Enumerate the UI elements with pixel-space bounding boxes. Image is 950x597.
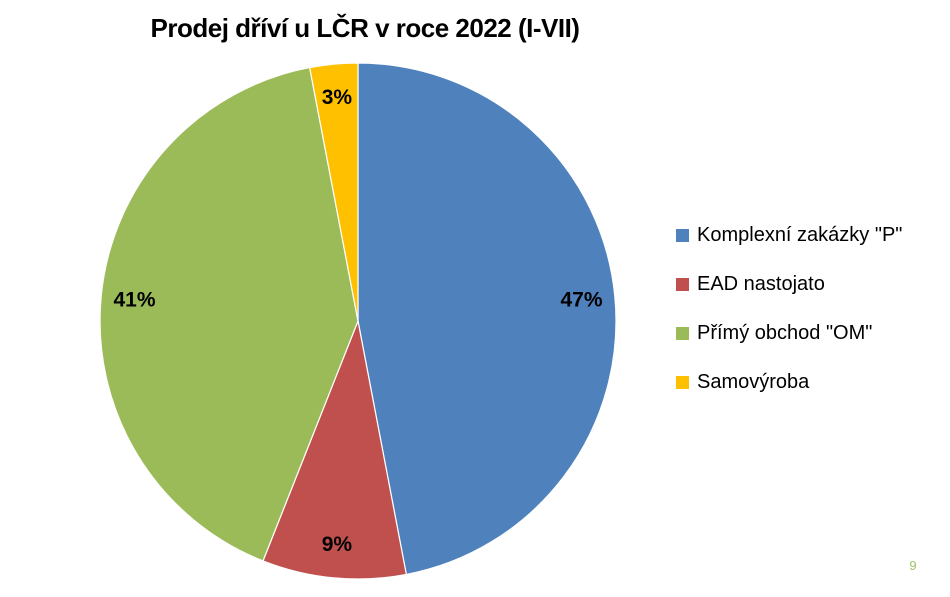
legend-item: Samovýroba bbox=[676, 372, 902, 393]
chart-legend: Komplexní zakázky "P" EAD nastojato Přímý … bbox=[676, 225, 902, 393]
pie-slice bbox=[99, 66, 359, 562]
pie-data-label: 41% bbox=[113, 288, 155, 311]
legend-marker-swatch bbox=[676, 327, 689, 340]
pie-data-label: 47% bbox=[560, 288, 602, 311]
legend-marker-swatch bbox=[676, 376, 689, 389]
pie-chart: 47% 9% 41% 3% bbox=[99, 62, 617, 580]
pie-data-label: 3% bbox=[322, 86, 353, 109]
slide-page-number: 9 bbox=[909, 558, 917, 573]
legend-marker-swatch bbox=[676, 278, 689, 291]
pie-data-label: 9% bbox=[322, 533, 353, 556]
legend-marker-swatch bbox=[676, 229, 689, 242]
pie-slice bbox=[309, 62, 359, 322]
pie-slice bbox=[357, 62, 617, 576]
legend-label: Přímý obchod "OM" bbox=[697, 322, 873, 344]
legend-label: Komplexní zakázky "P" bbox=[697, 224, 903, 246]
legend-item: Přímý obchod "OM" bbox=[676, 323, 902, 344]
pie-slice bbox=[262, 320, 407, 580]
legend-item: EAD nastojato bbox=[676, 274, 902, 295]
chart-title: Prodej dříví u LČR v roce 2022 (I-VII) bbox=[150, 13, 580, 43]
legend-label: EAD nastojato bbox=[697, 273, 825, 295]
legend-item: Komplexní zakázky "P" bbox=[676, 225, 902, 246]
legend-label: Samovýroba bbox=[697, 371, 810, 393]
